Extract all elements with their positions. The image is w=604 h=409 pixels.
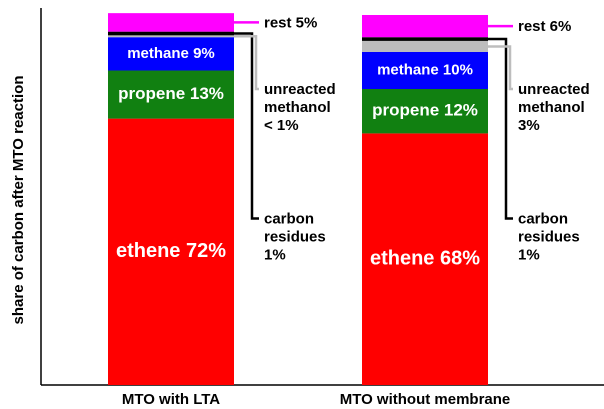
bar-segment-unreacted-methanol bbox=[362, 40, 488, 52]
bar-segment-rest bbox=[108, 13, 234, 32]
segment-label-methane: methane 10% bbox=[377, 61, 473, 78]
annotation-carbon-residues: carbon residues 1% bbox=[264, 211, 326, 264]
bar-segment-methane bbox=[362, 52, 488, 89]
bar-segment-carbon-residues bbox=[362, 37, 488, 41]
bar-segment-rest bbox=[362, 15, 488, 38]
annotation-carbon-residues: carbon residues 1% bbox=[518, 211, 580, 264]
bar-segment-methane bbox=[108, 37, 234, 71]
bar-segment-ethene bbox=[362, 133, 488, 385]
bar-segment-ethene bbox=[108, 118, 234, 385]
segment-label-ethene: ethene 72% bbox=[116, 240, 226, 262]
annotation-rest: rest 5% bbox=[264, 14, 317, 31]
bars-group: ethene 72% propene 13% methane 9% ethene 68… bbox=[108, 13, 488, 385]
segment-label-methane: methane 9% bbox=[127, 45, 215, 62]
annotation-rest: rest 6% bbox=[518, 18, 571, 35]
y-axis-label: share of carbon after MTO reaction bbox=[10, 76, 27, 325]
annotation-leader-carbon-residues bbox=[234, 32, 259, 220]
annotation-unreacted-methanol: unreacted methanol 3% bbox=[518, 81, 590, 134]
x-tick-labels: MTO with LTA MTO without membrane bbox=[122, 391, 510, 408]
segment-label-propene: propene 13% bbox=[118, 84, 224, 103]
annotation-leader-carbon-residues bbox=[488, 37, 513, 220]
x-tick-label: MTO with LTA bbox=[122, 391, 220, 408]
annotation-leader-unreacted-methanol bbox=[234, 35, 259, 91]
annotation-leader-unreacted-methanol bbox=[488, 45, 513, 91]
segment-label-ethene: ethene 68% bbox=[370, 247, 480, 269]
annotation-unreacted-methanol: unreacted methanol < 1% bbox=[264, 81, 336, 134]
segment-label-propene: propene 12% bbox=[372, 101, 478, 120]
bar-segment-carbon-residues bbox=[108, 31, 234, 36]
bar-segment-propene bbox=[108, 70, 234, 119]
bar-segment-propene bbox=[362, 89, 488, 134]
x-tick-label: MTO without membrane bbox=[340, 391, 511, 408]
bar-segment-unreacted-methanol bbox=[108, 35, 234, 38]
annotations-group: rest 5% carbon residues 1% unreacted methanol… bbox=[234, 14, 590, 264]
